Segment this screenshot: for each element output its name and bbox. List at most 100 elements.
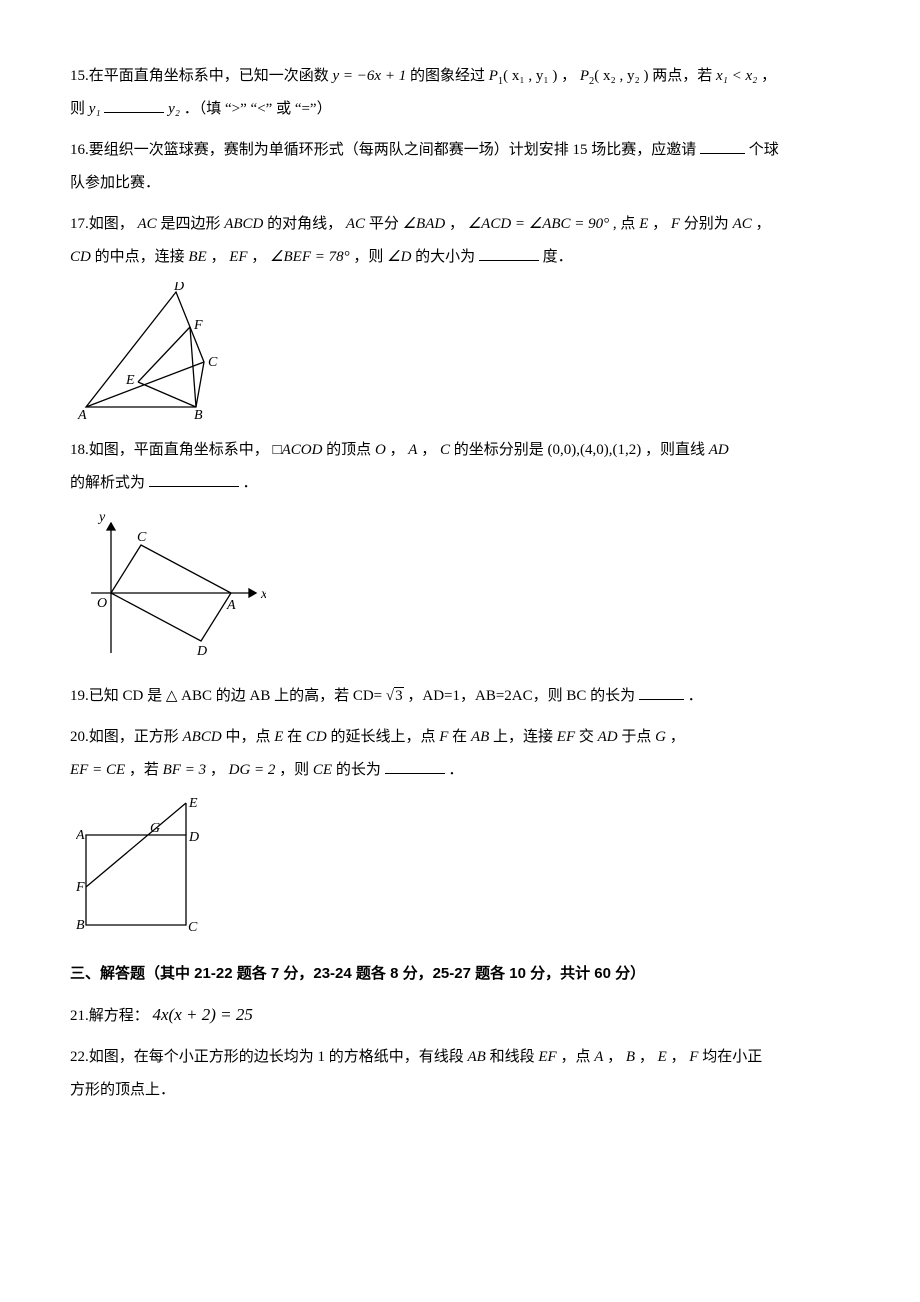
q19-t1b: ABC 的边 AB 上的高，若 CD= <box>181 688 382 704</box>
q15-p1: P1( x₁ , y₁ ) <box>489 68 558 84</box>
q18-AD: AD <box>709 442 729 458</box>
q17-EF: EF <box>229 249 247 265</box>
q17-AC3: AC <box>733 216 752 232</box>
q17-l1d: 平分 <box>369 216 403 232</box>
q22-l3: ，点 <box>560 1049 594 1065</box>
q20-l2e: 的长为 <box>336 762 381 778</box>
q18-l1e: 的坐标分别是 <box>454 442 548 458</box>
q20-AB: AB <box>471 729 489 745</box>
q20-AD: AD <box>598 729 618 745</box>
q15-cond: x₁ < x₂ <box>716 68 757 84</box>
q17-ang3: ∠BEF = 78° <box>270 249 350 265</box>
q20-bf: BF = 3 <box>163 762 206 778</box>
q22-l1: 22.如图，在每个小正方形的边长均为 1 的方格纸中，有线段 <box>70 1049 468 1065</box>
q20-l2f: ． <box>448 762 463 778</box>
q17-figure: ABCDEF <box>76 282 236 422</box>
q17-ac2: AC <box>346 216 365 232</box>
q17-l2d: ，则 <box>353 249 387 265</box>
q17-BE: BE <box>188 249 206 265</box>
svg-text:A: A <box>226 598 236 613</box>
q20-l1f: 上，连接 <box>493 729 557 745</box>
q17-ang2: ∠ACD = ∠ABC = 90° <box>468 216 609 232</box>
q15-l2a: 则 <box>70 101 89 117</box>
svg-text:G: G <box>150 821 160 836</box>
q20-CD: CD <box>306 729 327 745</box>
q22-l5: 方形的顶点上． <box>70 1082 175 1098</box>
q17-l2e: 的大小为 <box>415 249 475 265</box>
q20-l2b: ，若 <box>129 762 163 778</box>
q17-l1e: ， <box>449 216 468 232</box>
question-17: 17.如图， AC 是四边形 ABCD 的对角线， AC 平分 ∠BAD ， ∠… <box>70 208 850 274</box>
triangle-icon: △ <box>166 688 178 704</box>
q20-l1h: 于点 <box>621 729 655 745</box>
q16-t3: 队参加比赛． <box>70 175 160 191</box>
q20-l2c: ， <box>210 762 229 778</box>
section-3-heading: 三、解答题（其中 21-22 题各 7 分，23-24 题各 8 分，25-27… <box>70 957 850 990</box>
q19-t2: ，AD=1，AB=2AC，则 BC 的长为 <box>407 688 635 704</box>
q20-blank <box>385 758 445 775</box>
q20-l1a: 20.如图，正方形 <box>70 729 183 745</box>
q15-y2: y₂ <box>168 101 180 117</box>
q18-l1d: ， <box>421 442 440 458</box>
q22-A: A <box>594 1049 603 1065</box>
svg-text:D: D <box>196 644 207 659</box>
q22-AB: AB <box>468 1049 486 1065</box>
q18-blank <box>149 471 239 488</box>
q15-mid2: 两点，若 <box>652 68 716 84</box>
q21-label: 21.解方程： <box>70 1008 149 1024</box>
q17-ang1: ∠BAD <box>403 216 446 232</box>
q20-dg: DG = 2 <box>229 762 276 778</box>
q17-abcd: ABCD <box>224 216 263 232</box>
q17-l1b: 是四边形 <box>160 216 224 232</box>
q17-E: E <box>639 216 648 232</box>
q19-sqrt: √3 <box>386 688 404 704</box>
q15-blank <box>104 97 164 114</box>
q22-s2: ， <box>639 1049 658 1065</box>
svg-text:y: y <box>97 510 106 525</box>
q20-l1c: 在 <box>287 729 306 745</box>
q18-C: C <box>440 442 450 458</box>
q17-angD: ∠D <box>387 249 411 265</box>
q20-EF: EF <box>557 729 575 745</box>
q20-G: G <box>655 729 666 745</box>
svg-text:C: C <box>188 920 198 935</box>
svg-text:O: O <box>97 596 107 611</box>
svg-text:B: B <box>76 918 85 933</box>
q15-y1: y₁ <box>89 101 101 117</box>
q20-l1b: 中，点 <box>225 729 274 745</box>
q22-B: B <box>626 1049 635 1065</box>
svg-text:F: F <box>193 318 203 333</box>
q15-mid1: 的图象经过 <box>410 68 489 84</box>
svg-text:B: B <box>194 408 203 422</box>
svg-text:x: x <box>260 587 266 602</box>
q18-l1c: ， <box>390 442 409 458</box>
q18-l2b: ． <box>243 475 258 491</box>
question-18: 18.如图，平面直角坐标系中， □ACOD 的顶点 O ， A ， C 的坐标分… <box>70 434 850 500</box>
q15-text: 15.在平面直角坐标系中，已知一次函数 <box>70 68 333 84</box>
q22-s1: ， <box>607 1049 626 1065</box>
q17-CD: CD <box>70 249 91 265</box>
q20-abcd: ABCD <box>183 729 222 745</box>
question-22: 22.如图，在每个小正方形的边长均为 1 的方格纸中，有线段 AB 和线段 EF… <box>70 1041 850 1107</box>
q22-l4: 均在小正 <box>702 1049 762 1065</box>
q15-end: ， <box>761 68 776 84</box>
q18-figure: OACDxy <box>76 508 266 668</box>
q18-par: □ACOD <box>273 442 323 458</box>
q19-t3: ． <box>688 688 703 704</box>
q20-efce: EF = CE <box>70 762 125 778</box>
svg-text:D: D <box>188 830 199 845</box>
q18-l1b: 的顶点 <box>326 442 375 458</box>
svg-text:A: A <box>76 828 85 843</box>
svg-text:E: E <box>188 796 198 811</box>
q18-coords: (0,0),(4,0),(1,2) <box>548 442 642 458</box>
q20-l1e: 在 <box>452 729 471 745</box>
q17-blank <box>479 245 539 262</box>
q22-s3: ， <box>671 1049 690 1065</box>
q17-l1f: , 点 <box>613 216 639 232</box>
q18-l2a: 的解析式为 <box>70 475 145 491</box>
svg-text:D: D <box>173 282 184 294</box>
q21-eq: 4x(x + 2) = 25 <box>153 1005 253 1024</box>
question-15: 15.在平面直角坐标系中，已知一次函数 y = −6x + 1 的图象经过 P1… <box>70 60 850 126</box>
q17-l1a: 17.如图， <box>70 216 138 232</box>
question-16: 16.要组织一次篮球赛，赛制为单循环形式（每两队之间都赛一场）计划安排 15 场… <box>70 134 850 200</box>
